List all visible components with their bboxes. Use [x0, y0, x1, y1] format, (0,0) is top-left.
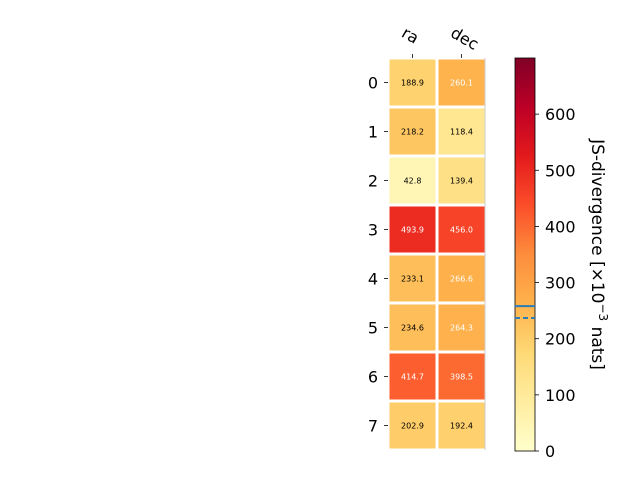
row-tick-label: 1 — [368, 123, 378, 142]
cell-value-label: 264.3 — [450, 324, 473, 333]
cell-value-label: 493.9 — [401, 226, 424, 235]
row-tick-label: 4 — [368, 270, 378, 289]
cell-value-label: 456.0 — [450, 226, 473, 235]
colorbar-label-exponent: −3 — [596, 303, 610, 321]
column-tick-label: ra — [399, 23, 423, 48]
cell-value-label: 218.2 — [401, 128, 424, 137]
heatmap-cell-5-0 — [389, 304, 436, 351]
heatmap-cell-0-1 — [438, 59, 485, 106]
heatmap-cell-1-1 — [438, 108, 485, 155]
colorbar-label-unit: nats] — [587, 321, 607, 370]
cell-value-label: 266.6 — [450, 275, 473, 284]
cell-value-label: 188.9 — [401, 79, 424, 88]
row-tick-label: 2 — [368, 172, 378, 191]
cell-value-label: 233.1 — [401, 275, 424, 284]
colorbar-tick-label: 300 — [545, 274, 576, 293]
heatmap-cell-4-1 — [438, 255, 485, 302]
heatmap-cell-5-1 — [438, 304, 485, 351]
heatmap-cell-3-1 — [438, 206, 485, 253]
heatmap-cell-7-0 — [389, 402, 436, 449]
heatmap-cell-2-0 — [389, 157, 436, 204]
colorbar-tick-label: 500 — [545, 161, 576, 180]
colorbar-tick-label: 600 — [545, 105, 576, 124]
colorbar-tick-label: 0 — [545, 442, 555, 461]
cell-value-label: 398.5 — [450, 373, 473, 382]
colorbar-tick-label: 400 — [545, 217, 576, 236]
row-tick-label: 0 — [368, 74, 378, 93]
cell-value-label: 234.6 — [401, 324, 424, 333]
colorbar: 0 100 200 300 400 500 600 JS-divergence [×10−3 … — [514, 57, 610, 461]
column-tick-label: dec — [448, 23, 482, 54]
heatmap-cell-7-1 — [438, 402, 485, 449]
heatmap-cell-6-0 — [389, 353, 436, 400]
colorbar-tick-label: 200 — [545, 330, 576, 349]
colorbar-frame — [514, 57, 536, 452]
cell-value-label: 414.7 — [401, 373, 424, 382]
heatmap-axes: 188.9 260.1 218.2 118.4 42.8 139.4 493.9 456.0 2… — [368, 23, 486, 450]
cell-value-label: 192.4 — [450, 422, 473, 431]
cell-value-label: 42.8 — [404, 177, 422, 186]
heatmap-cell-4-0 — [389, 255, 436, 302]
row-tick-label: 3 — [368, 221, 378, 240]
heatmap-cell-3-0 — [389, 206, 436, 253]
heatmap-cell-2-1 — [438, 157, 485, 204]
row-tick-label: 5 — [368, 319, 378, 338]
cell-value-label: 202.9 — [401, 422, 424, 431]
cell-value-label: 139.4 — [450, 177, 473, 186]
cell-value-label: 260.1 — [450, 79, 473, 88]
colorbar-label-main: JS-divergence [×10 — [587, 138, 607, 303]
row-tick-label: 7 — [368, 417, 378, 436]
heatmap-cell-1-0 — [389, 108, 436, 155]
heatmap-cell-6-1 — [438, 353, 485, 400]
heatmap-cell-0-0 — [389, 59, 436, 106]
row-tick-label: 6 — [368, 368, 378, 387]
colorbar-label: JS-divergence [×10−3 nats] — [587, 138, 610, 370]
cell-value-label: 118.4 — [450, 128, 473, 137]
colorbar-gradient — [515, 58, 535, 451]
colorbar-tick-label: 100 — [545, 386, 576, 405]
